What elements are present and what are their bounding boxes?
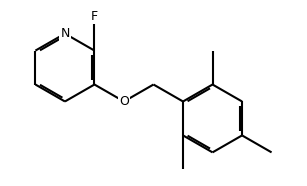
Text: F: F (91, 10, 98, 23)
Text: O: O (119, 95, 129, 108)
Text: N: N (60, 27, 70, 40)
